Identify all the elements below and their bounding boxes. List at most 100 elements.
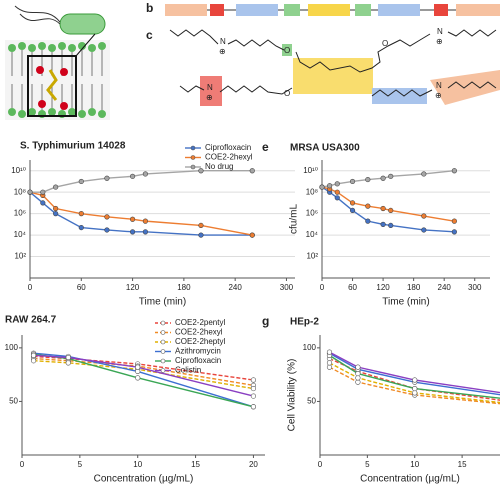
data-point: [78, 211, 84, 217]
panel-label: b: [146, 1, 153, 15]
data-point: [30, 358, 37, 364]
x-tick-label: 180: [177, 283, 191, 292]
panel-label: c: [146, 28, 153, 42]
data-point: [65, 354, 71, 361]
y-tick-label: 10²: [306, 252, 318, 261]
data-point: [53, 184, 59, 190]
atom-label: N: [220, 37, 226, 46]
legend-label: COE2-2heptyl: [175, 337, 225, 346]
y-tick-label: 10²: [14, 252, 26, 261]
legend-marker: [160, 339, 166, 345]
x-tick-label: 5: [365, 460, 370, 469]
data-point: [326, 360, 333, 366]
atom-label: O: [382, 39, 388, 48]
x-tick-label: 0: [28, 283, 33, 292]
legend-label: COE2-2hexyl: [175, 328, 223, 337]
series-line: [329, 362, 500, 404]
series-line: [30, 170, 253, 193]
data-point: [451, 218, 457, 224]
legend-label: COE2-2pentyl: [175, 318, 225, 327]
data-point: [104, 175, 110, 181]
legend-label: No drug: [205, 162, 233, 171]
x-axis-label: Concentration (µg/mL): [94, 474, 194, 485]
charge-label: ⊕: [219, 47, 226, 56]
legend-label: Ciprofloxacin: [175, 356, 221, 365]
y-tick-label: 10¹⁰: [11, 166, 26, 175]
x-tick-label: 180: [407, 283, 421, 292]
chart-title: HEp-2: [290, 317, 319, 328]
data-point: [30, 352, 37, 358]
series-line: [33, 360, 254, 390]
legend-label: Ciprofloxacin: [205, 143, 251, 152]
data-point: [349, 200, 356, 206]
data-point: [327, 183, 333, 189]
data-point: [27, 189, 33, 195]
series-line: [33, 354, 254, 397]
y-tick-label: 10⁴: [14, 230, 27, 239]
data-point: [135, 375, 141, 381]
series-line: [329, 351, 500, 394]
data-point: [388, 173, 394, 179]
data-point: [412, 377, 418, 383]
data-point: [78, 178, 84, 185]
chart-title: MRSA USA300: [290, 143, 360, 154]
data-point: [365, 176, 371, 183]
data-point: [198, 232, 204, 238]
x-tick-label: 120: [126, 283, 140, 292]
y-axis-label: Cell Viability (%): [287, 359, 298, 432]
series-line: [329, 354, 500, 399]
chart-title: RAW 264.7: [5, 315, 57, 326]
data-point: [365, 218, 371, 224]
data-point: [53, 205, 59, 212]
x-tick-label: 15: [458, 460, 467, 469]
data-point: [319, 184, 325, 190]
data-point: [198, 222, 204, 229]
data-point: [129, 216, 136, 222]
y-tick-label: 100: [303, 343, 317, 352]
data-point: [135, 368, 141, 375]
data-point: [380, 205, 386, 212]
data-point: [249, 232, 255, 238]
y-tick-label: 100: [5, 343, 19, 352]
data-point: [334, 195, 340, 201]
y-tick-label: 10⁸: [306, 187, 318, 196]
x-tick-label: 60: [348, 283, 357, 292]
data-point: [349, 178, 356, 185]
data-point: [250, 393, 257, 399]
data-point: [421, 227, 427, 233]
data-point: [421, 213, 427, 219]
data-point: [355, 364, 361, 370]
legend-marker: [160, 368, 166, 373]
data-point: [380, 175, 386, 181]
data-point: [65, 360, 71, 366]
data-point: [334, 189, 340, 195]
legend-label: COE2-2hexyl: [205, 153, 253, 162]
data-point: [355, 375, 361, 381]
x-tick-label: 10: [410, 460, 419, 469]
x-tick-label: 10: [133, 460, 142, 469]
panel-label: g: [262, 314, 269, 328]
y-tick-label: 10⁶: [306, 209, 318, 218]
data-point: [380, 221, 386, 227]
data-point: [451, 168, 457, 174]
legend-marker: [190, 145, 196, 151]
data-point: [451, 229, 457, 235]
x-tick-label: 0: [20, 460, 25, 469]
data-point: [104, 227, 110, 233]
legend-marker: [160, 358, 166, 364]
y-tick-label: 50: [307, 397, 316, 406]
data-point: [388, 207, 394, 214]
data-point: [249, 168, 255, 174]
x-axis-label: Time (min): [139, 297, 186, 308]
x-tick-label: 5: [78, 460, 83, 469]
x-tick-label: 240: [438, 283, 452, 292]
data-point: [412, 385, 418, 392]
y-axis-label: cfu/mL: [289, 204, 300, 234]
data-point: [250, 377, 257, 383]
data-point: [53, 211, 59, 217]
atom-label: N: [207, 83, 213, 92]
data-point: [129, 229, 136, 235]
atom-label: O: [284, 89, 290, 98]
legend-marker: [190, 155, 196, 160]
legend-marker: [160, 330, 166, 335]
